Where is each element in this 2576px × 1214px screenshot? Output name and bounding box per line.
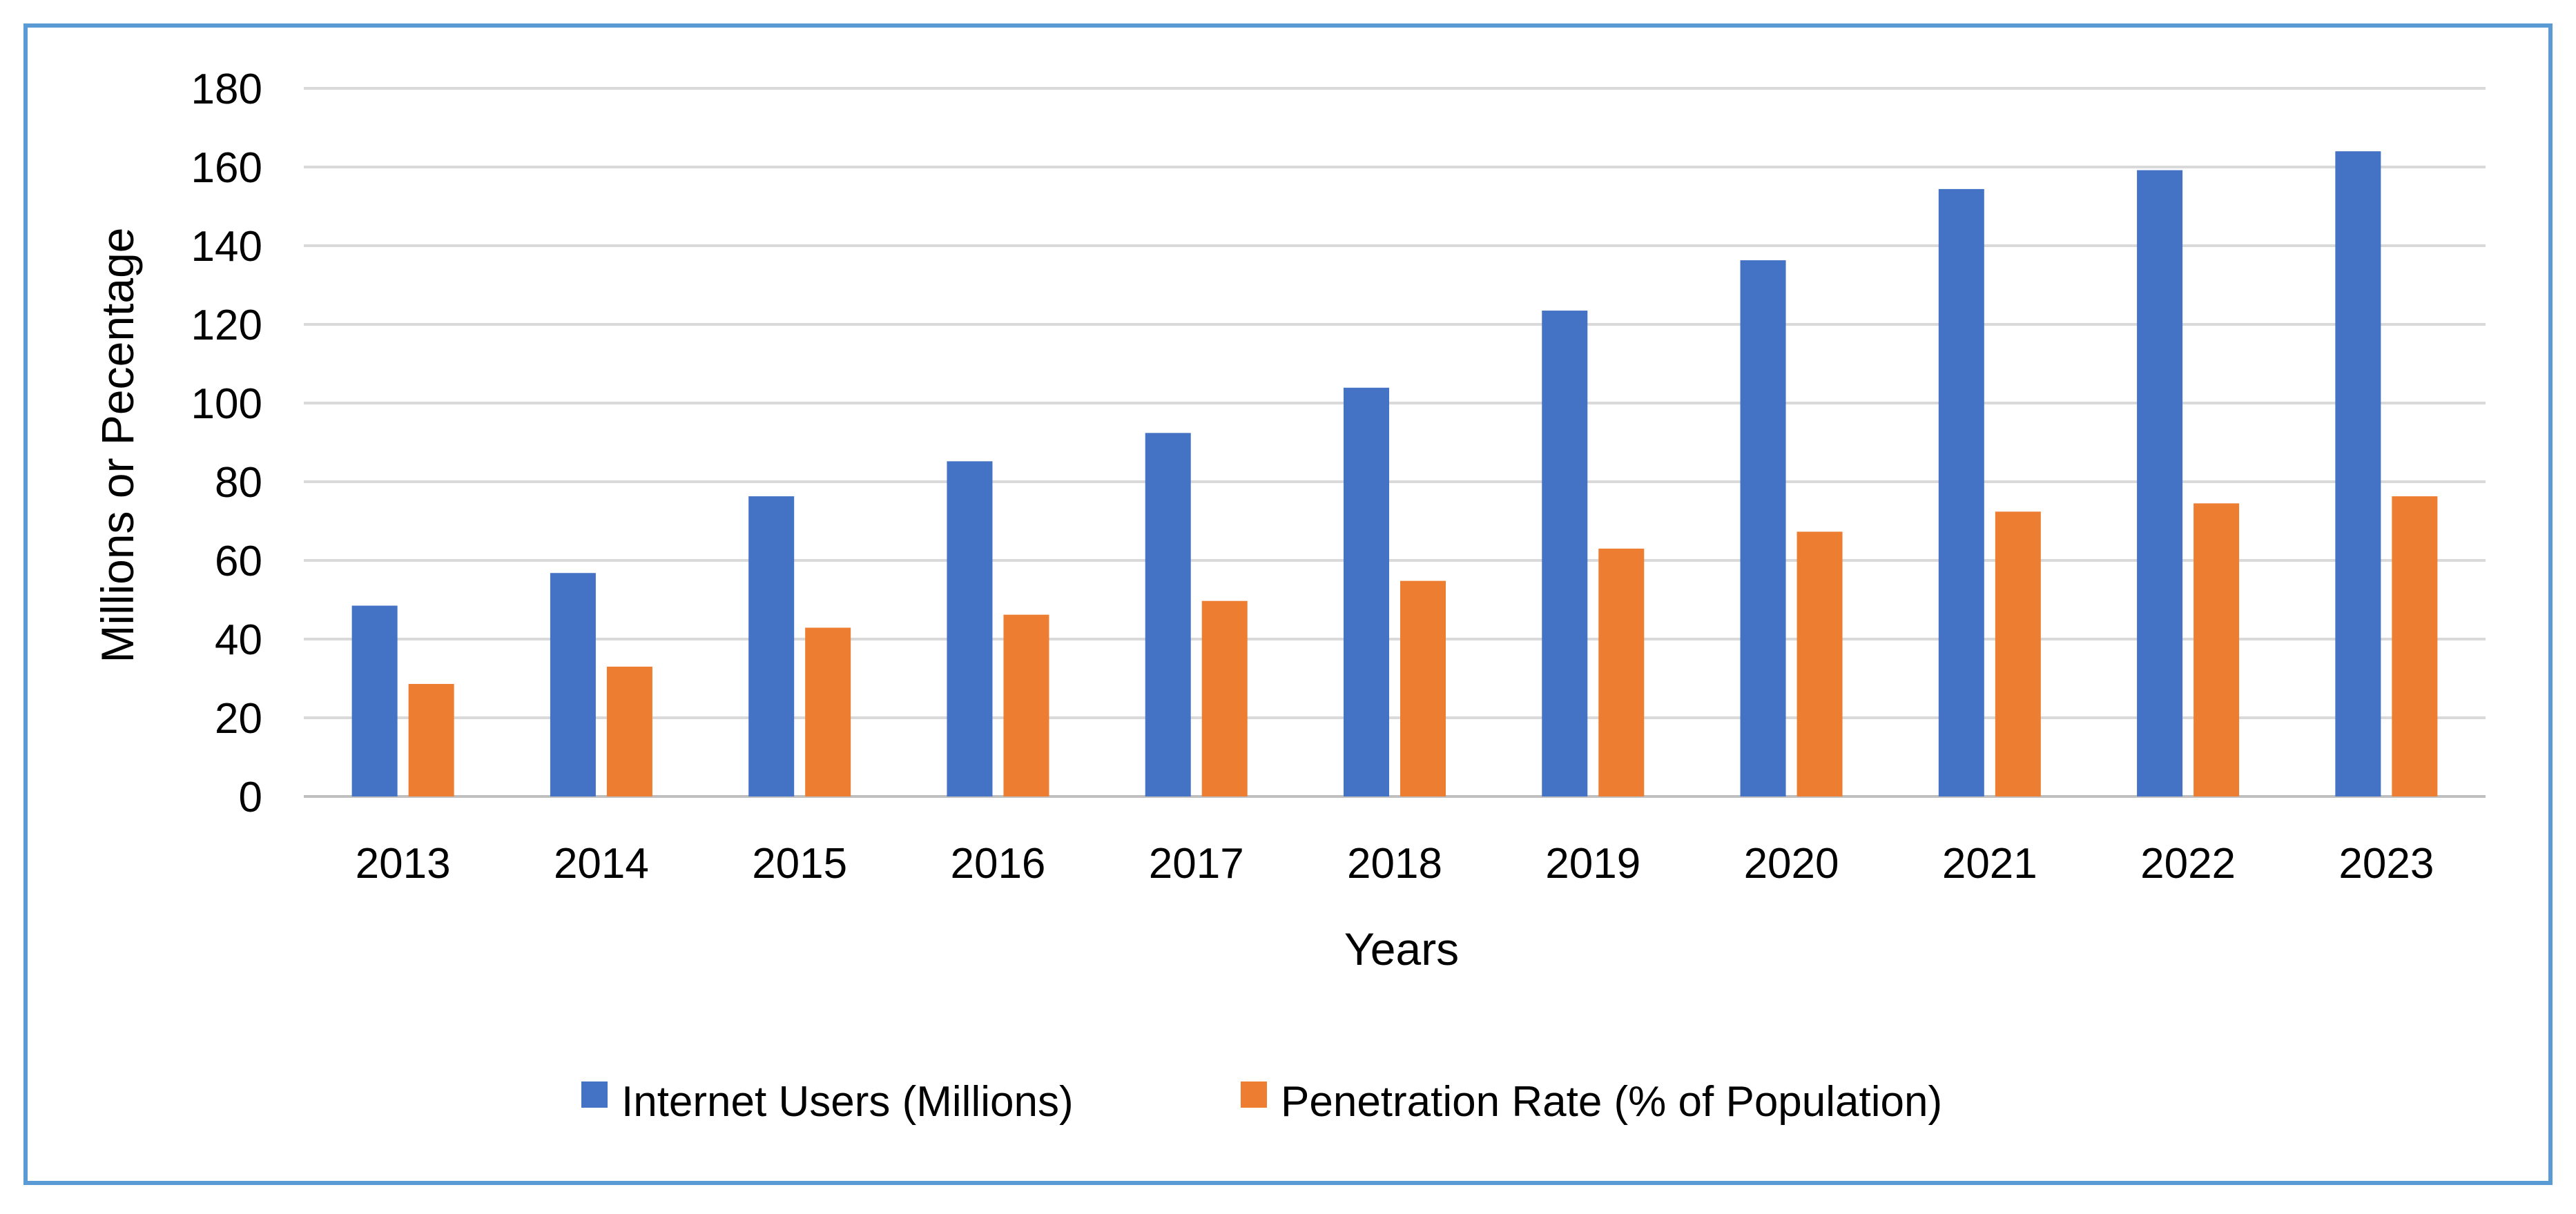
x-tick-label-2015: 2015 <box>752 840 847 888</box>
x-tick-label-2018: 2018 <box>1347 840 1442 888</box>
y-tick-label: 20 <box>215 695 262 743</box>
legend: Internet Users (Millions) Penetration Ra… <box>581 1078 1942 1126</box>
bar-internet-users-millions-2014 <box>550 573 596 796</box>
x-tick-labels: 2013 2014 2015 2016 2017 2018 2019 2020 2021 2022… <box>356 840 2434 888</box>
bar-internet-users-millions-2022 <box>2137 170 2183 796</box>
bars <box>351 151 2438 797</box>
bar-penetration-rate-of-population-2015 <box>805 627 851 796</box>
y-tick-label: 140 <box>191 223 262 271</box>
x-tick-label-2023: 2023 <box>2338 840 2434 888</box>
x-tick-label-2017: 2017 <box>1149 840 1244 888</box>
y-tick-labels: 0 20 40 60 80 100 120 140 160 180 <box>191 66 262 821</box>
legend-item-internet-users: Internet Users (Millions) <box>581 1078 1074 1126</box>
x-tick-label-2020: 2020 <box>1744 840 1839 888</box>
bar-penetration-rate-of-population-2016 <box>1003 614 1049 796</box>
y-tick-label: 40 <box>215 616 262 664</box>
y-tick-label: 180 <box>191 66 262 113</box>
bar-penetration-rate-of-population-2018 <box>1400 580 1446 796</box>
y-tick-label: 160 <box>191 144 262 192</box>
legend-label-internet-users: Internet Users (Millions) <box>621 1078 1074 1126</box>
y-axis-label: Millions or Pecentage <box>92 228 143 663</box>
bar-internet-users-millions-2018 <box>1344 387 1389 796</box>
legend-swatch-penetration-rate <box>1241 1081 1267 1108</box>
bar-internet-users-millions-2017 <box>1145 433 1191 796</box>
x-tick-label-2016: 2016 <box>950 840 1045 888</box>
bar-internet-users-millions-2023 <box>2335 151 2381 796</box>
y-tick-label: 60 <box>215 538 262 585</box>
bar-penetration-rate-of-population-2017 <box>1201 600 1248 796</box>
bar-penetration-rate-of-population-2019 <box>1598 548 1645 796</box>
bar-penetration-rate-of-population-2023 <box>2392 496 2438 796</box>
bar-penetration-rate-of-population-2013 <box>408 683 454 796</box>
gridlines <box>304 87 2486 798</box>
bar-internet-users-millions-2015 <box>748 496 795 796</box>
x-tick-label-2021: 2021 <box>1942 840 2037 888</box>
x-tick-label-2013: 2013 <box>356 840 451 888</box>
x-tick-label-2014: 2014 <box>554 840 649 888</box>
y-tick-label: 0 <box>239 774 262 821</box>
bar-penetration-rate-of-population-2022 <box>2194 503 2240 796</box>
bar-penetration-rate-of-population-2014 <box>606 666 652 796</box>
bar-internet-users-millions-2016 <box>947 461 993 796</box>
y-tick-label: 80 <box>215 459 262 507</box>
bar-internet-users-millions-2019 <box>1542 311 1588 796</box>
chart-border <box>23 23 2553 1185</box>
x-tick-label-2019: 2019 <box>1545 840 1640 888</box>
legend-swatch-internet-users <box>581 1081 608 1108</box>
legend-label-penetration-rate: Penetration Rate (% of Population) <box>1281 1078 1942 1126</box>
bar-internet-users-millions-2021 <box>1938 188 1984 796</box>
bar-internet-users-millions-2013 <box>351 605 398 796</box>
bar-penetration-rate-of-population-2020 <box>1797 531 1843 796</box>
bar-penetration-rate-of-population-2021 <box>1995 511 2041 796</box>
y-tick-label: 120 <box>191 302 262 349</box>
legend-item-penetration-rate: Penetration Rate (% of Population) <box>1241 1078 1942 1126</box>
bar-internet-users-millions-2020 <box>1740 260 1786 797</box>
x-tick-label-2022: 2022 <box>2140 840 2236 888</box>
y-tick-label: 100 <box>191 380 262 428</box>
x-axis-label: Years <box>1344 923 1459 975</box>
